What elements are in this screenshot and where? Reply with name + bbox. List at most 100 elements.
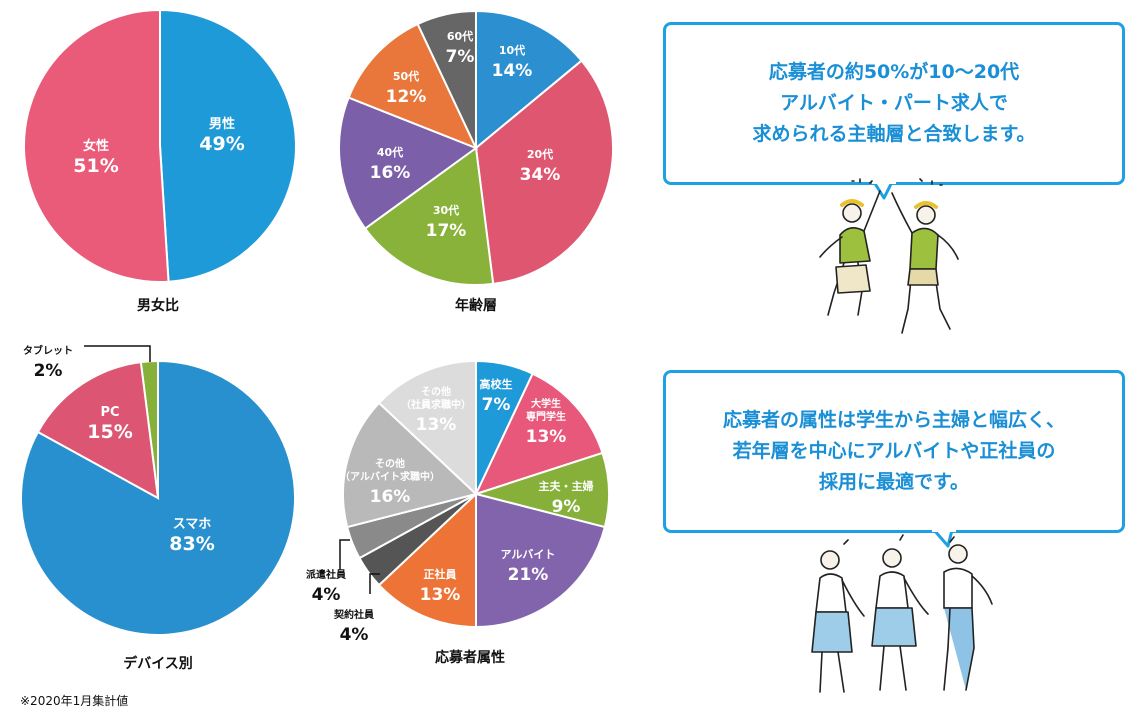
callout-top-line-2: アルバイト・パート求人で [780,92,1008,114]
pie-label-3-5: 契約社員 4% [334,608,374,645]
chart-title-0: 男女比 [137,297,179,314]
pie-label-name-0-0-0: 男性 [209,116,235,132]
pie-label-name-2-1-0: スマホ [173,517,212,532]
pie-label-3-8: その他（社員求職中） 13% [401,385,471,435]
pie-label-name-1-3-0: 40代 [377,145,403,159]
high-five-illustration [819,178,959,334]
callout-top: 応募者の約50%が10～20代 アルバイト・パート求人で 求められる主軸層と合致… [663,22,1125,185]
pie-slice-1-1 [474,59,615,286]
chart-title-2: デバイス別 [123,655,193,672]
pie-label-value-3-6: 4% [312,585,341,605]
pie-slice-1-2 [363,146,495,286]
pie-label-name-3-2-0: 主夫・主婦 [539,479,594,493]
pie-label-value-2-0: 2% [34,361,63,381]
pie-label-2-0: タブレット 2% [23,344,73,381]
pie-label-value-1-0: 14% [492,61,533,81]
pie-slice-1-5 [416,9,477,149]
pie-label-value-0-0: 49% [199,133,244,155]
pie-label-name-1-4-0: 50代 [393,69,419,83]
pie-label-name-0-1-0: 女性 [83,138,109,154]
pie-label-name-3-6-0: 派遣社員 [306,568,346,581]
pie-label-value-3-5: 4% [340,625,369,645]
callout-bottom-tail [932,528,956,548]
callout-top-line-3: 求められる主軸層と合致します。 [752,123,1036,145]
pie-slice-3-4 [377,491,477,629]
pie-label-value-1-1: 34% [520,165,561,185]
pie-label-value-0-1: 51% [73,155,118,177]
pie-label-value-3-1: 13% [526,427,567,447]
pie-label-name-3-8-1: （社員求職中） [401,398,471,411]
pie-label-name-3-4-0: 正社員 [424,567,457,581]
leader-line-tablet [84,345,151,362]
pie-label-value-1-4: 12% [386,87,427,107]
pie-slice-3-3 [475,492,607,629]
pie-label-value-1-2: 17% [426,221,467,241]
pie-label-name-3-3-0: アルバイト [501,548,556,561]
pie-label-3-0: 高校生 7% [480,377,513,415]
pie-label-name-1-1-0: 20代 [527,147,553,161]
chart-title-3: 応募者属性 [435,649,505,666]
callout-bottom-line-1: 応募者の属性は学生から主婦と幅広く、 [722,409,1065,431]
pie-label-value-3-0: 7% [482,395,511,415]
pie-label-value-3-4: 13% [420,585,461,605]
pie-label-3-3: アルバイト 21% [501,548,556,585]
pie-label-name-3-1-0: 大学生 [531,397,561,410]
callout-top-tail [872,180,896,200]
pie-label-value-1-3: 16% [370,163,411,183]
leader-line-haken [339,539,350,570]
pie-label-name-2-2-0: PC [100,405,119,420]
pie-slice-1-3 [338,96,479,230]
pie-label-name-3-5-0: 契約社員 [334,608,374,621]
pie-label-name-3-8-0: その他 [421,385,451,398]
footnote: ※2020年1月集計値 [20,694,129,708]
pie-slice-3-1 [474,372,604,496]
pie-label-name-3-1-1: 専門学生 [526,410,566,423]
pie-label-value-3-3: 21% [508,565,549,585]
pie-slice-0-1 [22,8,170,283]
callout-bottom: 応募者の属性は学生から主婦と幅広く、 若年層を中心にアルバイトや正社員の 採用に… [663,370,1125,533]
leader-line-keiyaku [369,573,380,594]
chart-title-1: 年齢層 [455,297,497,314]
pie-label-3-2: 主夫・主婦 9% [539,479,594,517]
pie-slice-2-2 [36,360,160,500]
pie-label-3-4: 正社員 13% [420,567,461,605]
pie-label-3-7: その他（アルバイト求職中） 16% [340,457,440,507]
pie-slice-3-8 [377,359,477,497]
pie-label-name-1-0-0: 10代 [499,43,525,57]
pie-slice-1-4 [347,22,478,150]
callout-bottom-line-2: 若年層を中心にアルバイトや正社員の [732,440,1056,462]
pie-slice-2-1 [20,359,296,636]
pie-slice-1-0 [475,9,583,151]
pie-label-3-6: 派遣社員 4% [306,568,346,605]
pie-label-value-2-1: 83% [169,533,214,555]
callout-top-line-1: 応募者の約50%が10～20代 [768,61,1020,83]
pie-label-value-3-2: 9% [552,497,581,517]
callout-bottom-line-3: 採用に最適です。 [818,471,970,493]
pie-label-value-1-5: 7% [446,47,475,67]
pie-label-name-3-7-1: （アルバイト求職中） [340,470,440,483]
pie-label-name-1-2-0: 30代 [433,203,459,217]
pie-label-value-3-7: 16% [370,487,411,507]
pie-label-name-1-5-0: 60代 [447,29,473,43]
pie-label-value-3-8: 13% [416,415,457,435]
group-illustration [811,534,993,693]
pie-slice-3-7 [342,401,479,529]
pie-label-value-2-2: 15% [87,421,132,443]
pie-label-name-2-0-0: タブレット [23,344,73,357]
